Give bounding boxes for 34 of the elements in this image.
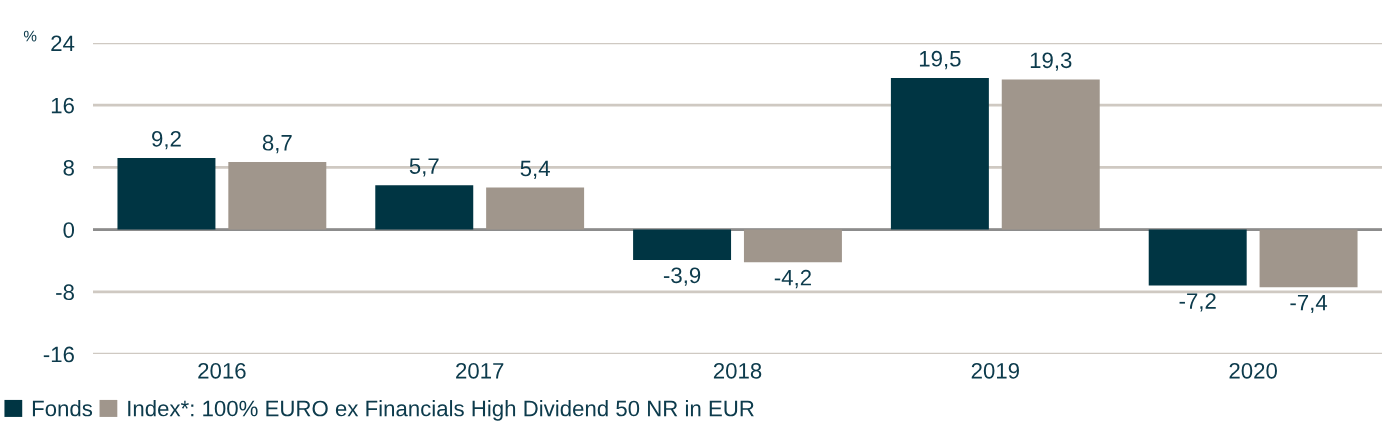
bar (1001, 79, 1100, 230)
x-tick-label: 2016 (198, 362, 246, 379)
data-label: -4,2 (774, 269, 811, 289)
x-tick-label: 2019 (971, 362, 1019, 379)
x-tick-label: 2017 (456, 362, 504, 379)
bar (486, 187, 585, 230)
x-tick-label: 2020 (1229, 362, 1277, 379)
data-label: 19,3 (1030, 52, 1072, 71)
data-label: -7,2 (1179, 293, 1216, 312)
y-tick-label: 16 (51, 97, 74, 114)
bar (743, 229, 842, 263)
data-label: -3,9 (663, 267, 701, 286)
y-tick-label: -16 (43, 346, 74, 363)
legend-label: Index*: 100% EURO ex Financials High Dividend 50 NR in EUR (128, 400, 754, 421)
bar (890, 77, 989, 230)
data-label: -7,4 (1290, 294, 1328, 314)
data-label: 5,7 (409, 158, 439, 177)
bar (633, 229, 732, 260)
data-label: 19,5 (919, 50, 961, 70)
data-label: 8,7 (262, 134, 292, 154)
y-axis-title: % (23, 30, 37, 42)
data-label: 5,4 (520, 160, 550, 179)
bar (117, 158, 216, 230)
data-label: 9,2 (152, 130, 181, 150)
bar (1148, 229, 1247, 286)
y-tick-label: 0 (63, 222, 75, 238)
y-tick-label: 24 (51, 35, 75, 51)
x-tick-label: 2018 (713, 362, 762, 379)
y-tick-label: -8 (56, 284, 74, 301)
y-tick-label: 8 (63, 159, 74, 176)
bar (1259, 229, 1358, 288)
bar (228, 161, 327, 230)
legend-label: Fonds (32, 400, 93, 417)
bar (375, 185, 474, 230)
